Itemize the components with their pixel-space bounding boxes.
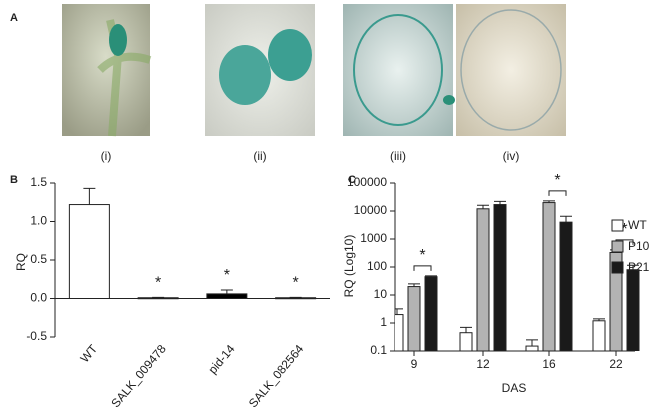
bar bbox=[275, 297, 317, 300]
y-tick-label: 10 bbox=[374, 287, 388, 301]
x-tick-label: SALK_082564 bbox=[246, 342, 307, 411]
y-tick-label: 0.1 bbox=[370, 343, 387, 357]
panel-label: C bbox=[348, 174, 356, 186]
photo bbox=[62, 4, 150, 136]
y-tick-label: 10000 bbox=[354, 203, 388, 217]
y-tick-label: 0.5 bbox=[30, 252, 47, 266]
legend-label: P10 bbox=[628, 239, 650, 253]
x-tick-label: 12 bbox=[476, 357, 490, 371]
plot-area bbox=[395, 200, 640, 351]
y-tick-label: -0.5 bbox=[26, 329, 47, 343]
y-tick-label: 0.0 bbox=[30, 291, 47, 305]
bar bbox=[525, 345, 539, 351]
image-caption: (iv) bbox=[503, 149, 520, 163]
annotation: * bbox=[554, 172, 560, 189]
bar bbox=[476, 208, 490, 351]
significance-bracket bbox=[548, 190, 567, 196]
x-tick-label: pid-14 bbox=[205, 342, 237, 377]
x-axis-label: DAS bbox=[502, 381, 527, 395]
panel-label: A bbox=[10, 12, 18, 24]
image-caption: (i) bbox=[101, 149, 112, 163]
x-tick-label: 9 bbox=[411, 357, 418, 371]
bar bbox=[407, 286, 421, 351]
photos bbox=[62, 4, 566, 137]
legend-swatch bbox=[611, 219, 624, 232]
bar bbox=[206, 293, 248, 300]
photo bbox=[343, 4, 453, 136]
y-tick-label: 1000 bbox=[360, 231, 387, 245]
annotation: * bbox=[419, 247, 425, 264]
bar bbox=[542, 202, 556, 351]
x-tick-label: WT bbox=[77, 341, 100, 365]
legend-swatch bbox=[611, 240, 624, 253]
bar bbox=[493, 204, 507, 351]
legend-label: WT bbox=[628, 218, 647, 232]
y-tick-label: 1.0 bbox=[30, 214, 47, 228]
legend-label: P21 bbox=[628, 260, 650, 274]
image-caption: (iii) bbox=[390, 149, 406, 163]
bar bbox=[626, 269, 640, 351]
y-tick-label: 1.5 bbox=[30, 175, 47, 189]
y-axis-label: RQ bbox=[14, 253, 28, 271]
y-axis-label: RQ (Log10) bbox=[342, 235, 356, 298]
image-caption: (ii) bbox=[253, 149, 266, 163]
bar bbox=[424, 276, 438, 351]
legend-swatch bbox=[611, 261, 624, 274]
annotation: * bbox=[293, 275, 299, 292]
y-tick-label: 1 bbox=[380, 315, 387, 329]
bar bbox=[395, 314, 404, 351]
x-tick-label: 22 bbox=[609, 357, 623, 371]
photo bbox=[456, 4, 566, 136]
bar bbox=[68, 204, 110, 299]
bar bbox=[559, 221, 573, 351]
annotation: * bbox=[224, 267, 230, 284]
annotation: * bbox=[621, 221, 627, 238]
y-tick-label: 100000 bbox=[347, 175, 387, 189]
y-tick-label: 100 bbox=[367, 259, 387, 273]
x-tick-label: SALK_009478 bbox=[108, 342, 169, 411]
bar bbox=[592, 320, 606, 351]
bar bbox=[137, 297, 179, 300]
significance-bracket bbox=[413, 265, 432, 271]
panel-label: B bbox=[10, 174, 18, 186]
x-tick-label: 16 bbox=[542, 357, 556, 371]
bar bbox=[459, 332, 473, 351]
annotation: * bbox=[155, 275, 161, 292]
